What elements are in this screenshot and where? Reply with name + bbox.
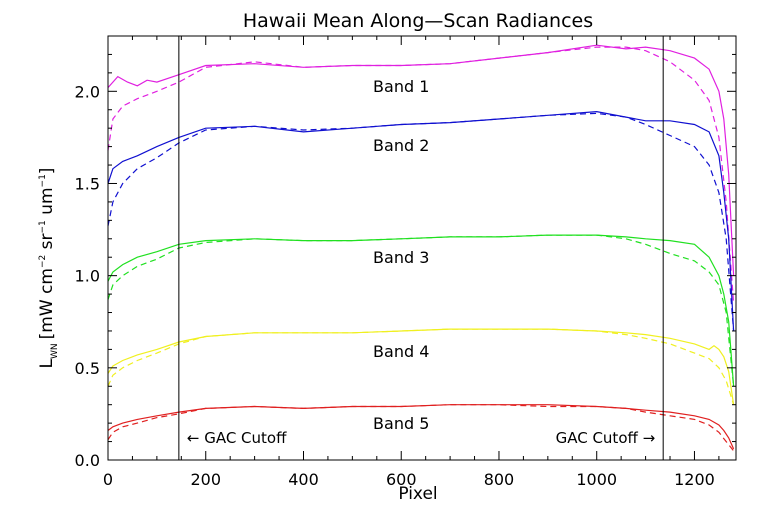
band-3-solid-line	[107, 234, 735, 387]
y-label-unit-suffix: ]	[37, 168, 57, 175]
band-3-dashed-line	[107, 234, 735, 387]
band-3-label: Band 3	[373, 248, 429, 267]
plot-frame	[107, 35, 737, 461]
x-tick-label: 0	[103, 470, 113, 489]
band-2-label: Band 2	[373, 136, 429, 155]
x-tick-label: 1000	[576, 470, 617, 489]
y-label-exp3: −1	[38, 174, 48, 187]
x-tick-label: 200	[190, 470, 221, 489]
axis-layer: 0 200 400 600 800 1000 1200 0.0 0.5 1.0 1.5 2.0	[75, 35, 737, 489]
gac-cutoff-label-left: ← GAC Cutoff	[187, 429, 287, 447]
x-tick-label: 600	[386, 470, 417, 489]
y-tick-label: 1.5	[75, 174, 100, 193]
band-5-dashed-line	[107, 404, 735, 452]
y-tick-label: 0.0	[75, 451, 100, 470]
y-tick-label: 2.0	[75, 82, 100, 101]
band-2-dashed-line	[107, 112, 735, 332]
band-1-dashed-line	[107, 46, 735, 304]
y-label-unit-prefix: [mW cm	[37, 268, 57, 339]
gac-cutoff-label-right: GAC Cutoff →	[556, 429, 656, 447]
band-1-label: Band 1	[373, 77, 429, 96]
y-tick-label: 1.0	[75, 267, 100, 286]
cutoff-layer: ← GAC Cutoff GAC Cutoff →	[178, 36, 664, 460]
chart-title: Hawaii Mean Along—Scan Radiances	[243, 10, 593, 32]
y-label-symbol-sub: WN	[50, 343, 60, 359]
y-label-exp2: −1	[38, 220, 48, 233]
x-tick-label: 800	[484, 470, 515, 489]
series-layer: Band 1 Band 2 Band 3 Band 4 Band 5	[107, 44, 735, 452]
y-label-symbol: L	[37, 358, 57, 368]
band-4-solid-line	[107, 328, 735, 405]
y-tick-label: 0.5	[75, 359, 100, 378]
x-tick-label: 1200	[674, 470, 715, 489]
y-axis-label: LWN[mW cm−2 sr−1 um−1]	[37, 168, 60, 369]
y-label-unit-mid1: sr	[37, 233, 57, 254]
y-label-exp1: −2	[38, 255, 48, 268]
band-4-label: Band 4	[373, 342, 429, 361]
y-label-unit-mid2: um	[37, 187, 57, 220]
x-axis-label: Pixel	[398, 484, 437, 504]
band-5-label: Band 5	[373, 414, 429, 433]
band-4-dashed-line	[107, 328, 735, 405]
x-tick-label: 400	[288, 470, 319, 489]
